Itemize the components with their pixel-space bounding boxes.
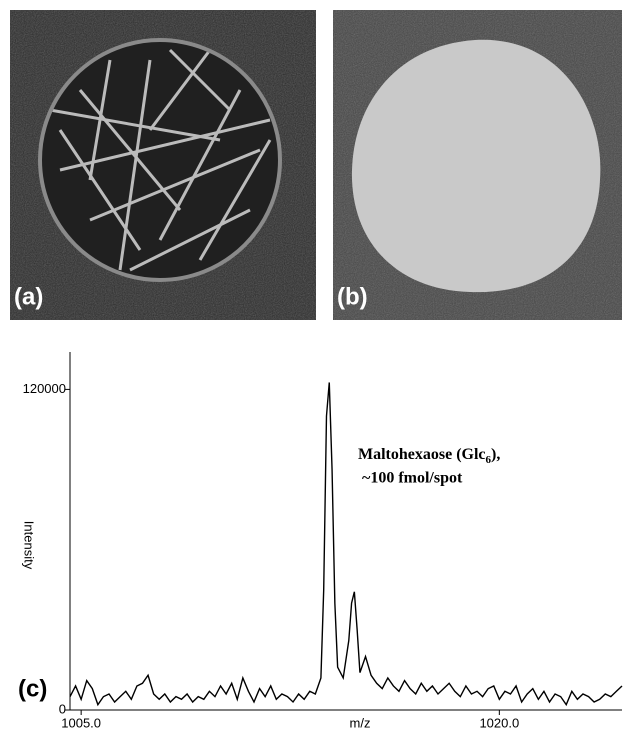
spectrum-line: [70, 382, 622, 704]
panel-label: (a): [14, 283, 43, 310]
figure: (a) (b) 0 120000 1005.0 1020.0 m/z Intensity (…: [0, 0, 625, 733]
x-axis-label: m/z: [350, 715, 371, 730]
photo-a: (a): [10, 10, 316, 320]
panel-label: (b): [337, 283, 368, 310]
y-tick-label: 120000: [23, 381, 66, 396]
annotation-text: Maltohexaose (Glc: [358, 446, 486, 463]
y-axis-label: Intensity: [22, 521, 37, 570]
annotation-suffix: ),: [491, 446, 500, 463]
annotation: Maltohexaose (Glc6),: [358, 446, 500, 466]
spectrum-chart: 0 120000 1005.0 1020.0 m/z Intensity (c) Maltoh…: [18, 352, 622, 730]
annotation-line2: ~100 fmol/spot: [362, 470, 463, 487]
x-tick-label: 1020.0: [479, 715, 519, 730]
panel-label: (c): [18, 675, 47, 702]
y-tick-label: 0: [59, 701, 66, 716]
photo-b: (b): [333, 10, 622, 320]
x-tick-label: 1005.0: [61, 715, 101, 730]
